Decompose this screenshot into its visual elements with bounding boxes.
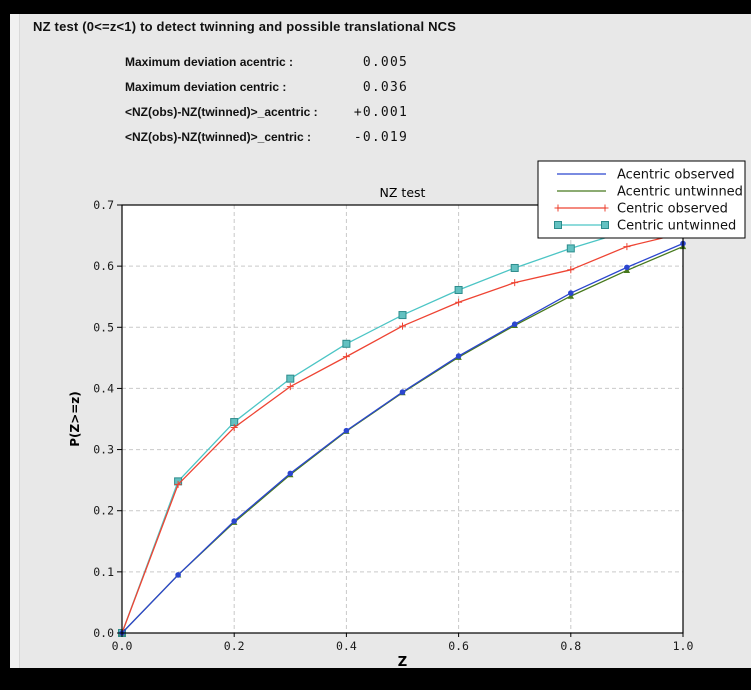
data-point-marker bbox=[399, 389, 406, 395]
data-point-marker bbox=[174, 480, 182, 488]
data-point-marker bbox=[511, 321, 518, 328]
data-point-marker bbox=[342, 353, 350, 361]
series-acentric-observed bbox=[119, 240, 686, 636]
stat-value: -0.019 bbox=[353, 130, 408, 145]
chart-legend: Acentric observed Acentric untwinned Centr… bbox=[537, 160, 746, 239]
data-point-marker bbox=[567, 266, 575, 274]
y-tick-label: 0.5 bbox=[93, 320, 114, 334]
data-point-marker bbox=[343, 427, 350, 434]
stat-label: Maximum deviation acentric : bbox=[125, 55, 294, 69]
data-point-marker bbox=[511, 279, 519, 287]
chart-ticks: 0.0 0.2 0.4 0.6 0.8 1.0 0.0 0.1 0.2 0.3 0.4 0.5 0.6 0… bbox=[93, 198, 693, 653]
x-tick-label: 0.0 bbox=[112, 639, 133, 653]
x-tick-label: 0.6 bbox=[448, 639, 469, 653]
y-tick-label: 0.7 bbox=[93, 198, 114, 212]
data-point-marker bbox=[230, 424, 238, 432]
x-tick-label: 0.8 bbox=[560, 639, 581, 653]
plot-frame bbox=[121, 204, 684, 634]
stat-label: <NZ(obs)-NZ(twinned)>_acentric : bbox=[125, 105, 318, 119]
chart-title: NZ test bbox=[380, 185, 426, 200]
data-point-marker bbox=[623, 243, 631, 251]
data-point-marker bbox=[454, 285, 463, 294]
legend-label: Acentric untwinned bbox=[617, 185, 743, 200]
x-tick-label: 0.4 bbox=[336, 639, 357, 653]
data-point-marker bbox=[510, 263, 519, 272]
data-point-marker bbox=[287, 470, 294, 477]
x-tick-label: 0.2 bbox=[224, 639, 245, 653]
section-title: NZ test (0<=z<1) to detect twinning and … bbox=[33, 19, 457, 34]
data-point-marker bbox=[554, 204, 562, 212]
legend-label: Acentric observed bbox=[617, 168, 735, 183]
data-point-marker bbox=[399, 322, 406, 330]
data-point-marker bbox=[455, 353, 462, 359]
stat-label: Maximum deviation centric : bbox=[125, 80, 287, 94]
x-tick-label: 1.0 bbox=[673, 639, 694, 653]
y-axis-label: P(Z>=z) bbox=[68, 391, 82, 447]
y-tick-label: 0.6 bbox=[93, 259, 114, 273]
stat-value: +0.001 bbox=[353, 105, 408, 120]
y-tick-label: 0.2 bbox=[93, 504, 114, 518]
stat-row-max-dev-acentric: Maximum deviation acentric : 0.005 bbox=[125, 55, 408, 70]
data-point-marker bbox=[568, 290, 574, 296]
data-point-marker bbox=[601, 221, 609, 229]
stat-value: 0.005 bbox=[362, 55, 408, 70]
data-point-marker bbox=[554, 221, 562, 229]
data-point-marker bbox=[566, 244, 575, 253]
stat-row-max-dev-centric: Maximum deviation centric : 0.036 bbox=[125, 80, 408, 95]
x-axis-label: Z bbox=[398, 655, 407, 670]
y-tick-label: 0.4 bbox=[93, 381, 114, 395]
legend-label: Centric observed bbox=[617, 202, 728, 217]
data-point-marker bbox=[342, 339, 351, 348]
data-point-marker bbox=[286, 374, 295, 383]
stat-value: 0.036 bbox=[362, 80, 408, 95]
y-tick-label: 0.3 bbox=[93, 443, 114, 457]
data-point-marker bbox=[231, 518, 237, 524]
data-point-marker bbox=[286, 383, 294, 391]
data-point-marker bbox=[601, 204, 609, 212]
legend-label: Centric untwinned bbox=[617, 219, 736, 234]
data-point-marker bbox=[455, 298, 463, 306]
data-point-marker bbox=[398, 311, 407, 320]
y-tick-label: 0.1 bbox=[93, 565, 114, 579]
panel-left-gutter bbox=[10, 14, 20, 668]
data-point-marker bbox=[624, 264, 630, 271]
stat-row-mean-dev-acentric: <NZ(obs)-NZ(twinned)>_acentric : +0.001 bbox=[125, 105, 408, 120]
y-tick-label: 0.0 bbox=[93, 626, 114, 640]
data-point-marker bbox=[175, 572, 181, 578]
stat-row-mean-dev-centric: <NZ(obs)-NZ(twinned)>_centric : -0.019 bbox=[125, 130, 408, 145]
plot-area bbox=[122, 205, 683, 633]
stat-label: <NZ(obs)-NZ(twinned)>_centric : bbox=[125, 130, 312, 144]
